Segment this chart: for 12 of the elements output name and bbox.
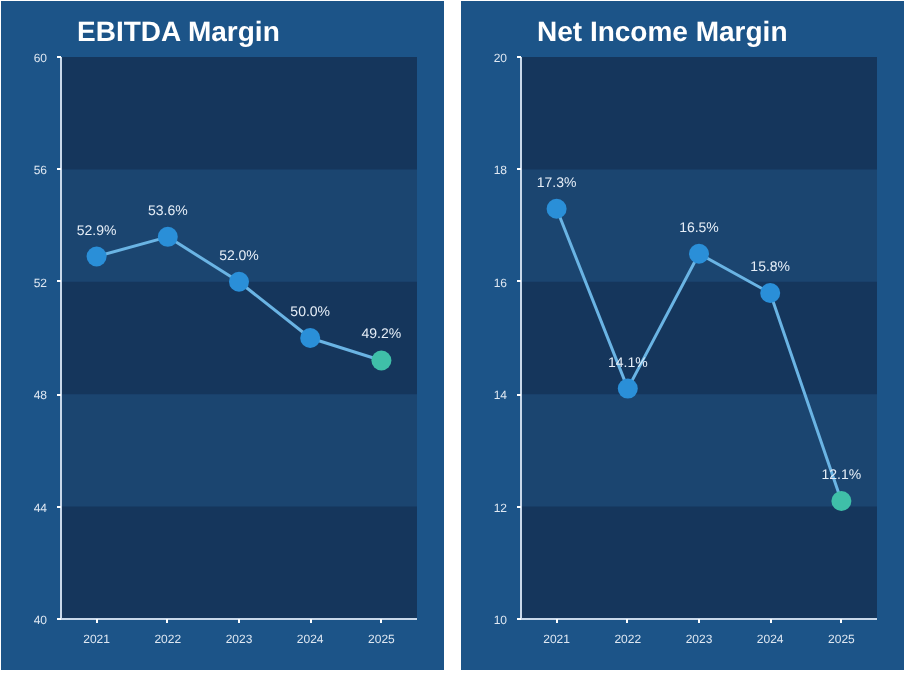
point <box>617 378 638 399</box>
point <box>157 226 178 247</box>
point <box>546 198 567 219</box>
point <box>86 246 107 267</box>
point <box>229 271 249 292</box>
point <box>300 328 321 348</box>
point <box>831 491 852 511</box>
point <box>760 283 781 304</box>
point <box>689 243 709 264</box>
chart-title: Net Income Margin <box>537 15 788 47</box>
point <box>371 350 392 371</box>
chart-title: EBITDA Margin <box>77 15 280 47</box>
